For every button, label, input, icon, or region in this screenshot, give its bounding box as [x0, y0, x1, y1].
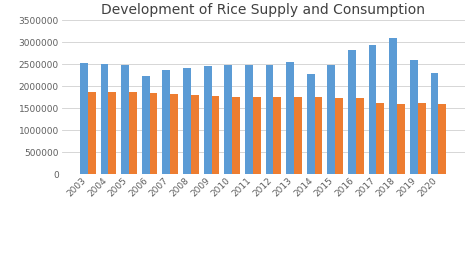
Bar — [389, 38, 397, 174]
Bar — [410, 60, 418, 174]
Bar — [315, 97, 322, 174]
Bar — [80, 63, 88, 174]
Bar — [150, 93, 157, 174]
Bar — [183, 68, 191, 174]
Bar — [418, 103, 426, 174]
Bar — [369, 45, 376, 174]
Bar — [204, 66, 211, 174]
Bar — [294, 97, 302, 174]
Bar — [348, 50, 356, 174]
Bar — [245, 65, 253, 174]
Bar — [211, 95, 219, 174]
Bar — [163, 70, 170, 174]
Bar — [376, 103, 384, 174]
Bar — [286, 62, 294, 174]
Bar — [273, 97, 281, 174]
Title: Development of Rice Supply and Consumption: Development of Rice Supply and Consumpti… — [101, 3, 425, 17]
Bar — [142, 76, 150, 174]
Bar — [121, 65, 129, 174]
Bar — [88, 92, 96, 174]
Bar — [335, 98, 343, 174]
Bar — [191, 95, 199, 174]
Bar — [430, 73, 438, 174]
Bar — [397, 104, 405, 174]
Bar — [253, 97, 261, 174]
Bar — [109, 92, 116, 174]
Bar — [100, 64, 109, 174]
Bar — [224, 65, 232, 174]
Bar — [265, 65, 273, 174]
Bar — [438, 104, 446, 174]
Bar — [356, 98, 364, 174]
Bar — [328, 65, 335, 174]
Bar — [232, 97, 240, 174]
Bar — [129, 92, 137, 174]
Bar — [307, 73, 315, 174]
Bar — [170, 94, 178, 174]
